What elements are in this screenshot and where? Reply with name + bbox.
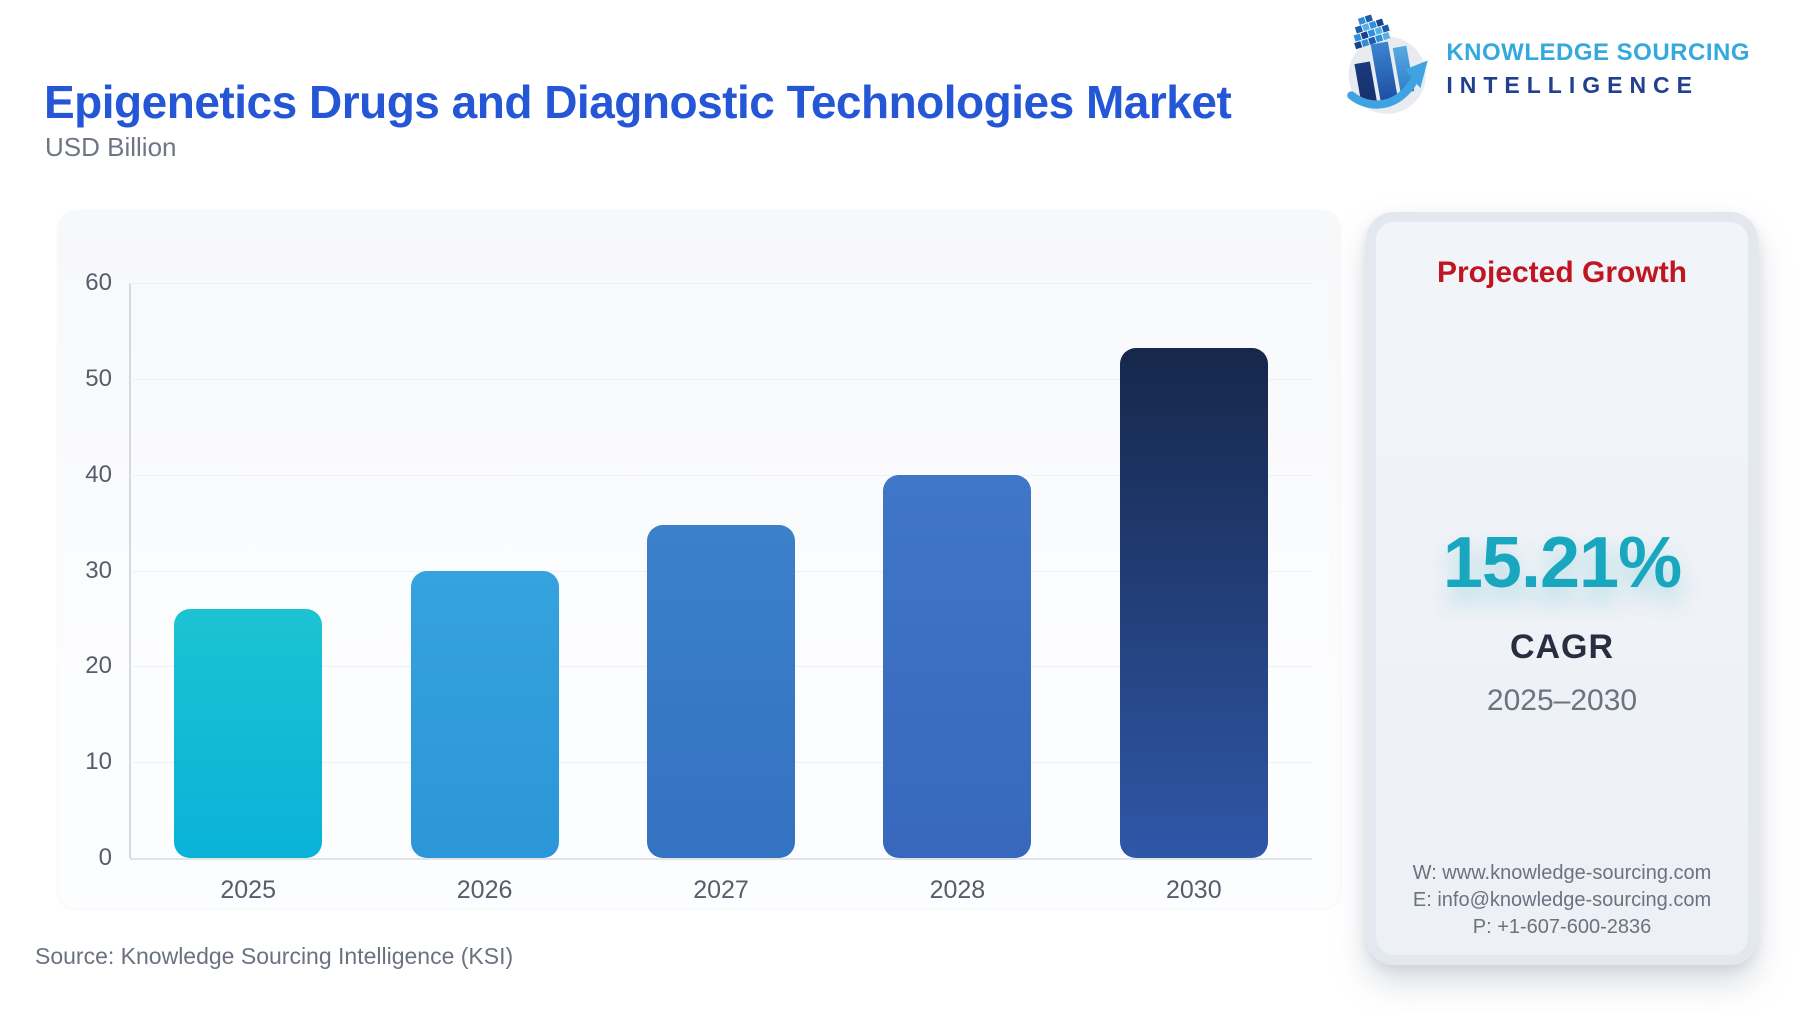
contact-website: W: www.knowledge-sourcing.com (1412, 862, 1712, 884)
y-tick-label-30: 30 (85, 556, 112, 584)
x-tick-label-2025: 2025 (220, 876, 276, 904)
brand-logo: KNOWLEDGE SOURCING INTELLIGENCE (1344, 14, 1750, 123)
growth-card: Projected Growth 15.21% CAGR 2025–2030 W… (1366, 212, 1758, 965)
unit-subtitle: USD Billion (45, 132, 177, 162)
gridline-0 (130, 858, 1312, 860)
bar-2028 (883, 474, 1032, 858)
contact-email: E: info@knowledge-sourcing.com (1412, 889, 1712, 911)
gridline-40 (130, 474, 1312, 476)
x-tick-label-2028: 2028 (929, 876, 986, 904)
logo-wordmark: KNOWLEDGE SOURCING INTELLIGENCE (1446, 39, 1750, 99)
x-tick-label-2027: 2027 (693, 876, 749, 904)
y-tick-label-50: 50 (85, 364, 112, 392)
y-tick-label-60: 60 (85, 269, 112, 296)
x-tick-label-2030: 2030 (1165, 876, 1222, 904)
bar-2030 (1119, 348, 1268, 858)
growth-cagr-label: CAGR (1509, 628, 1615, 666)
chart-panel: 0 10 20 30 40 50 60 2025 2026 2027 2028 2030 (58, 210, 1340, 908)
y-tick-label-10: 10 (85, 748, 112, 776)
bar-2025 (174, 608, 323, 858)
y-tick-label-40: 40 (85, 460, 112, 488)
contact-block: W: www.knowledge-sourcing.com E: info@kn… (1376, 860, 1748, 941)
bar-2027 (647, 525, 795, 858)
gridline-50 (130, 378, 1312, 380)
growth-card-title: Projected Growth (1436, 256, 1688, 289)
logo-wordmark-line2: INTELLIGENCE (1446, 71, 1699, 98)
plot-area: 0 10 20 30 40 50 60 2025 2026 2027 2028 2030 (85, 270, 1312, 904)
y-tick-label-0: 0 (98, 844, 112, 871)
logo-wordmark-line1: KNOWLEDGE SOURCING (1446, 38, 1750, 66)
y-tick-label-20: 20 (85, 652, 112, 680)
gridline-60 (130, 283, 1312, 284)
x-tick-label-2026: 2026 (456, 876, 513, 904)
bar-2026 (410, 570, 559, 858)
contact-phone: P: +1-607-600-2836 (1472, 916, 1652, 938)
logo-mark-icon (1344, 14, 1436, 123)
growth-cagr-value: 15.21% (1442, 523, 1682, 603)
growth-year-range: 2025–2030 (1486, 684, 1638, 717)
source-note: Source: Knowledge Sourcing Intelligence … (35, 943, 514, 969)
page-title: Epigenetics Drugs and Diagnostic Technol… (44, 75, 1232, 128)
